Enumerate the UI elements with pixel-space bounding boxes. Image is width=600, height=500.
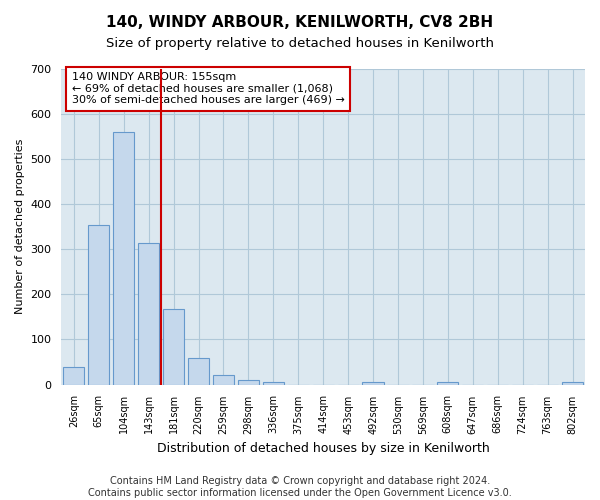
- Bar: [213, 374, 234, 384]
- Bar: [362, 382, 383, 384]
- Bar: [437, 382, 458, 384]
- Bar: [238, 380, 259, 384]
- Bar: [63, 366, 85, 384]
- Bar: [113, 132, 134, 384]
- Bar: [188, 358, 209, 384]
- Y-axis label: Number of detached properties: Number of detached properties: [15, 139, 25, 314]
- X-axis label: Distribution of detached houses by size in Kenilworth: Distribution of detached houses by size …: [157, 442, 490, 455]
- Bar: [562, 382, 583, 384]
- Text: Contains HM Land Registry data © Crown copyright and database right 2024.
Contai: Contains HM Land Registry data © Crown c…: [88, 476, 512, 498]
- Text: 140, WINDY ARBOUR, KENILWORTH, CV8 2BH: 140, WINDY ARBOUR, KENILWORTH, CV8 2BH: [106, 15, 494, 30]
- Bar: [263, 382, 284, 384]
- Bar: [163, 309, 184, 384]
- Bar: [88, 224, 109, 384]
- Bar: [138, 242, 159, 384]
- Text: 140 WINDY ARBOUR: 155sqm
← 69% of detached houses are smaller (1,068)
30% of sem: 140 WINDY ARBOUR: 155sqm ← 69% of detach…: [72, 72, 345, 106]
- Text: Size of property relative to detached houses in Kenilworth: Size of property relative to detached ho…: [106, 38, 494, 51]
